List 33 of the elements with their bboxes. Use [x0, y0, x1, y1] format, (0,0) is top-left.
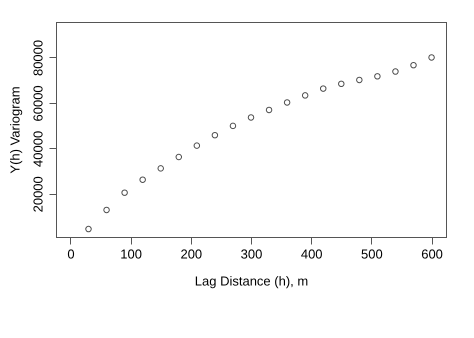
point: [230, 122, 236, 130]
point: [338, 80, 345, 88]
y-tick-label: 60000: [30, 85, 46, 122]
point: [212, 132, 218, 138]
x-tick-label: 600: [421, 246, 443, 262]
point: [266, 106, 272, 114]
point: [248, 114, 254, 121]
point: [392, 68, 399, 75]
point: [85, 226, 92, 232]
y-axis-title: Y(h) Variogram: [8, 86, 22, 174]
point: [302, 92, 308, 99]
point: [284, 99, 290, 106]
x-tick-label: 100: [120, 246, 142, 262]
x-tick-label: 0: [67, 246, 75, 262]
point: [176, 154, 182, 160]
point: [428, 54, 435, 61]
x-tick-label: 500: [361, 246, 383, 262]
y-tick-label: 40000: [30, 130, 46, 167]
x-axis-title: Lag Distance (h), m: [194, 274, 308, 288]
x-tick-label: 400: [300, 246, 323, 262]
point: [139, 176, 146, 183]
x-tick-label: 300: [240, 246, 262, 262]
point: [410, 62, 417, 68]
point: [121, 189, 128, 196]
point: [356, 76, 363, 84]
point: [194, 142, 200, 149]
point: [374, 73, 381, 80]
y-tick-label: 20000: [30, 176, 46, 212]
point: [320, 85, 326, 92]
point: [103, 206, 110, 214]
x-tick-label: 200: [180, 246, 202, 262]
y-tick-label: 80000: [30, 40, 46, 76]
point: [157, 165, 164, 172]
